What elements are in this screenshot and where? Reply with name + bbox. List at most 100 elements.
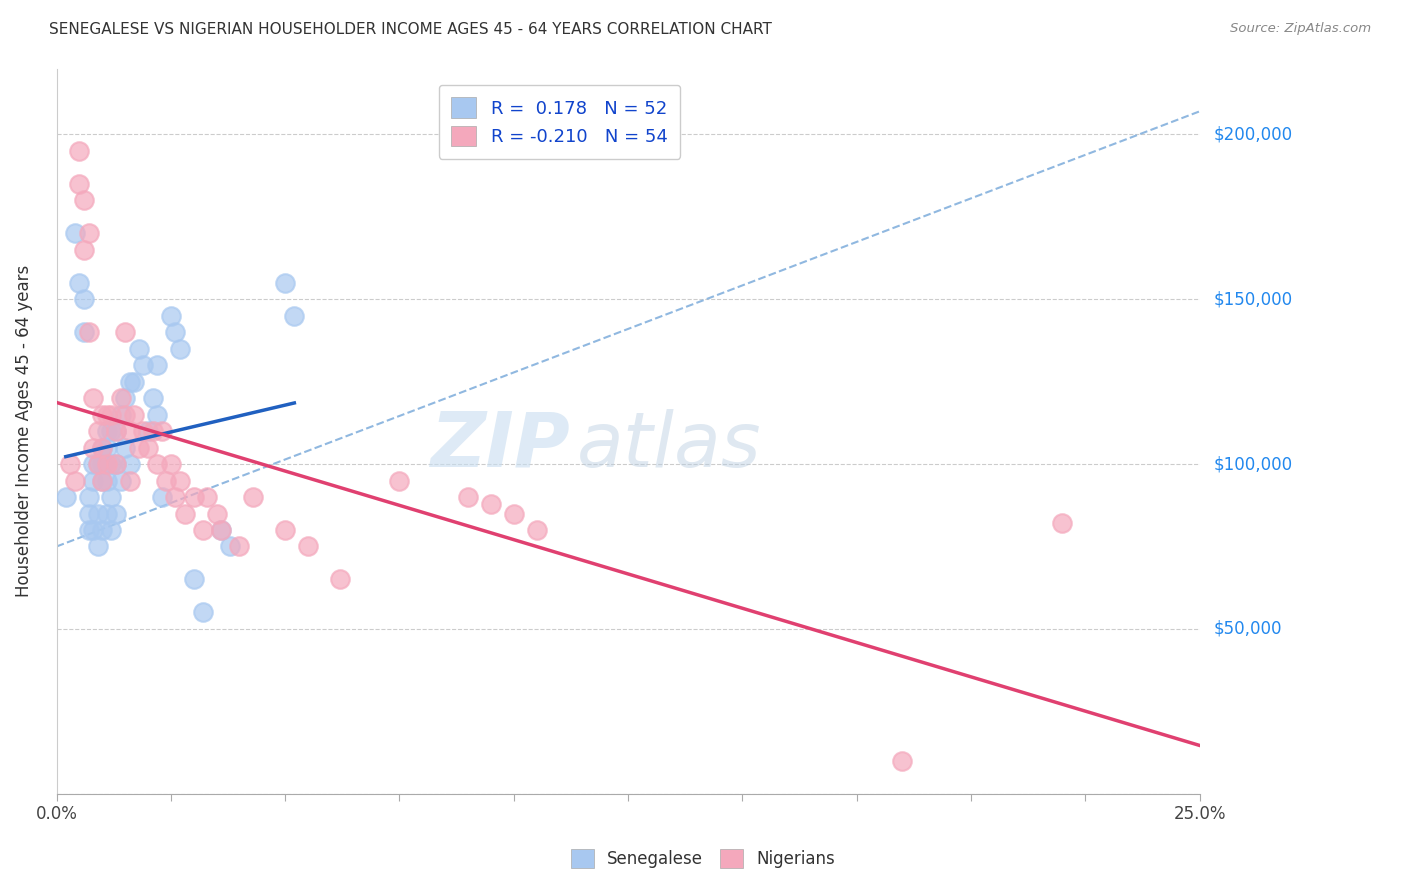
Senegalese: [82, 474, 104, 488]
Nigerians: [150, 424, 173, 438]
Legend: R =  0.178   N = 52, R = -0.210   N = 54: R = 0.178 N = 52, R = -0.210 N = 54: [439, 85, 681, 159]
Senegalese: [124, 375, 146, 389]
Nigerians: [242, 490, 264, 504]
Nigerians: [91, 408, 114, 422]
Senegalese: [105, 507, 128, 521]
Senegalese: [96, 424, 118, 438]
Y-axis label: Householder Income Ages 45 - 64 years: Householder Income Ages 45 - 64 years: [15, 265, 32, 598]
Legend: Senegalese, Nigerians: Senegalese, Nigerians: [564, 842, 842, 875]
Senegalese: [169, 342, 191, 356]
Nigerians: [73, 194, 96, 208]
Nigerians: [891, 754, 914, 768]
Nigerians: [329, 573, 352, 587]
Senegalese: [110, 408, 132, 422]
Senegalese: [73, 292, 96, 306]
Senegalese: [283, 309, 305, 323]
Text: $150,000: $150,000: [1213, 290, 1292, 309]
Text: atlas: atlas: [576, 409, 761, 483]
Nigerians: [114, 325, 136, 339]
Senegalese: [100, 424, 122, 438]
Senegalese: [191, 606, 214, 620]
Senegalese: [91, 457, 114, 471]
Senegalese: [105, 424, 128, 438]
Senegalese: [63, 227, 86, 241]
Text: $200,000: $200,000: [1213, 126, 1292, 144]
Senegalese: [128, 342, 150, 356]
Nigerians: [110, 391, 132, 405]
Senegalese: [105, 457, 128, 471]
Nigerians: [146, 457, 169, 471]
Senegalese: [146, 358, 169, 372]
Nigerians: [118, 424, 141, 438]
Senegalese: [87, 457, 110, 471]
Senegalese: [82, 457, 104, 471]
Senegalese: [136, 424, 159, 438]
Nigerians: [205, 507, 228, 521]
Nigerians: [73, 243, 96, 257]
Nigerians: [142, 424, 165, 438]
Nigerians: [128, 441, 150, 455]
Nigerians: [77, 325, 100, 339]
Senegalese: [219, 540, 242, 554]
Nigerians: [63, 474, 86, 488]
Nigerians: [388, 474, 411, 488]
Nigerians: [69, 177, 91, 191]
Text: SENEGALESE VS NIGERIAN HOUSEHOLDER INCOME AGES 45 - 64 YEARS CORRELATION CHART: SENEGALESE VS NIGERIAN HOUSEHOLDER INCOM…: [49, 22, 772, 37]
Senegalese: [183, 573, 205, 587]
Nigerians: [105, 424, 128, 438]
Nigerians: [209, 523, 232, 537]
Nigerians: [82, 391, 104, 405]
Senegalese: [100, 457, 122, 471]
Nigerians: [114, 408, 136, 422]
Senegalese: [110, 474, 132, 488]
Senegalese: [100, 490, 122, 504]
Nigerians: [274, 523, 297, 537]
Senegalese: [165, 325, 187, 339]
Senegalese: [132, 358, 155, 372]
Nigerians: [69, 144, 91, 158]
Senegalese: [96, 441, 118, 455]
Senegalese: [91, 523, 114, 537]
Senegalese: [91, 441, 114, 455]
Senegalese: [96, 474, 118, 488]
Senegalese: [87, 507, 110, 521]
Nigerians: [228, 540, 250, 554]
Nigerians: [136, 441, 159, 455]
Senegalese: [114, 441, 136, 455]
Text: $50,000: $50,000: [1213, 620, 1282, 638]
Nigerians: [59, 457, 82, 471]
Nigerians: [197, 490, 219, 504]
Senegalese: [77, 490, 100, 504]
Senegalese: [209, 523, 232, 537]
Senegalese: [118, 457, 141, 471]
Senegalese: [160, 309, 183, 323]
Nigerians: [155, 474, 177, 488]
Nigerians: [118, 474, 141, 488]
Nigerians: [91, 474, 114, 488]
Nigerians: [132, 424, 155, 438]
Senegalese: [274, 276, 297, 290]
Nigerians: [82, 441, 104, 455]
Nigerians: [100, 408, 122, 422]
Senegalese: [69, 276, 91, 290]
Nigerians: [91, 441, 114, 455]
Senegalese: [87, 540, 110, 554]
Nigerians: [502, 507, 524, 521]
Nigerians: [173, 507, 195, 521]
Senegalese: [77, 523, 100, 537]
Nigerians: [124, 408, 146, 422]
Nigerians: [191, 523, 214, 537]
Nigerians: [1052, 516, 1074, 531]
Text: ZIP: ZIP: [432, 409, 571, 483]
Nigerians: [77, 227, 100, 241]
Nigerians: [165, 490, 187, 504]
Nigerians: [297, 540, 319, 554]
Senegalese: [146, 408, 169, 422]
Nigerians: [105, 457, 128, 471]
Nigerians: [169, 474, 191, 488]
Text: Source: ZipAtlas.com: Source: ZipAtlas.com: [1230, 22, 1371, 36]
Senegalese: [114, 391, 136, 405]
Nigerians: [457, 490, 479, 504]
Senegalese: [55, 490, 77, 504]
Nigerians: [160, 457, 183, 471]
